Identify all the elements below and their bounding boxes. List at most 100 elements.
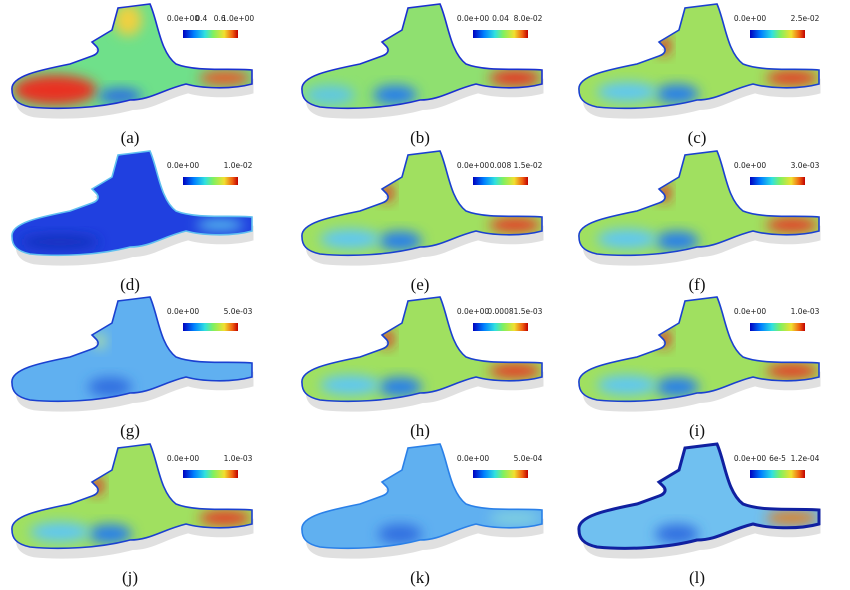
colorbar-tick: 8.0e-02: [514, 14, 543, 23]
colorbar-tick: 2.5e-02: [791, 14, 820, 23]
colorbar-tick: 6e-5: [769, 454, 786, 463]
hotspot: [20, 234, 100, 250]
hotspot: [378, 231, 422, 251]
panel-label: (b): [410, 128, 430, 147]
colorbar-tick: 3.0e-03: [791, 161, 820, 170]
panel: 0.0e+00 3.0e-03 (f): [578, 150, 821, 294]
hotspot: [766, 71, 818, 85]
vessel-fill: [578, 4, 819, 109]
colorbar: [473, 470, 528, 478]
colorbar-tick: 1.2e-04: [791, 454, 820, 463]
hotspot: [597, 229, 657, 249]
colorbar: [473, 177, 528, 185]
contour: [11, 151, 252, 256]
vessel-fill: [301, 297, 542, 402]
vessel-edge: [301, 3, 543, 110]
hotspot: [655, 377, 699, 397]
colorbar: [183, 177, 238, 185]
vessel-edge: [11, 443, 253, 550]
colorbar-tick: 1.0e-03: [791, 307, 820, 316]
panel: 0.0e+000.0008 1.5e-03 (h): [301, 296, 544, 440]
hotspot: [766, 364, 818, 378]
colorbar-tick: 0.0008: [487, 307, 513, 316]
contour: [578, 151, 819, 256]
vessel-fill: [578, 297, 819, 402]
vessel-fill: [11, 444, 252, 549]
colorbar-tick: 5.0e-03: [224, 307, 253, 316]
hotspot: [373, 85, 417, 105]
colorbar-tick: 0.6: [214, 14, 226, 23]
colorbar-tick: 1.0e-03: [224, 454, 253, 463]
colorbar: [750, 470, 805, 478]
hotspot: [320, 229, 380, 249]
vessel-edge: [11, 296, 253, 403]
hotspot: [489, 218, 541, 232]
hotspot: [199, 511, 251, 525]
vessel-fill: [301, 151, 542, 256]
hotspot: [655, 231, 699, 251]
vessel-fill: [11, 297, 252, 402]
vessel-edge: [578, 150, 820, 257]
vessel-edge: [301, 150, 543, 257]
contour: [578, 444, 819, 549]
hotspot: [378, 377, 422, 397]
panel-label: (j): [122, 568, 138, 587]
hotspot: [13, 75, 97, 105]
colorbar-tick: 0.0e+00: [734, 161, 767, 170]
panel-label: (i): [689, 421, 705, 440]
panel: 0.0e+00 6e-5 1.2e-04 (l): [577, 442, 821, 587]
vessel-edge: [301, 443, 543, 550]
hotspot: [655, 524, 699, 544]
panel: 0.0e+00 5.0e-03 (g): [11, 296, 254, 440]
colorbar-tick: 0.0e+00: [167, 307, 200, 316]
colorbar-tick: 0.008: [490, 161, 512, 170]
vessel-fill: [578, 151, 819, 256]
panel-label: (e): [411, 275, 430, 294]
hotspot: [489, 364, 541, 378]
hotspot: [655, 84, 699, 104]
panel-label: (c): [688, 128, 707, 147]
contour: [578, 4, 819, 109]
hotspot: [766, 511, 818, 525]
contour: [301, 444, 542, 549]
panel-label: (k): [410, 568, 430, 587]
panel-label: (f): [689, 275, 706, 294]
colorbar-tick: 0.0e+00: [167, 14, 200, 23]
vessel-edge: [301, 296, 543, 403]
hotspot: [196, 220, 244, 230]
colorbar-tick: 0.0e+00: [457, 161, 490, 170]
colorbar-tick: 1.0e-02: [224, 161, 253, 170]
hotspot: [378, 524, 422, 544]
hotspot: [489, 70, 541, 86]
vessel-fill: [301, 444, 542, 549]
colorbar-tick: 5.0e-04: [514, 454, 543, 463]
hotspot: [597, 375, 657, 395]
colorbar-tick: 0.04: [492, 14, 509, 23]
colorbar-tick: 0.0e+00: [457, 307, 490, 316]
vessel-fill: [578, 444, 819, 549]
vessel-edge: [11, 150, 253, 257]
panel-label: (d): [120, 275, 140, 294]
colorbar-tick: 0.0e+00: [167, 454, 200, 463]
hotspot: [766, 218, 818, 232]
panel-label: (h): [410, 421, 430, 440]
panel-label: (g): [120, 421, 140, 440]
colorbar-tick: 0.0e+00: [457, 454, 490, 463]
colorbar-tick: 1.5e-03: [514, 307, 543, 316]
panel: 0.0e+00 5.0e-04 (k): [301, 443, 544, 587]
colorbar-tick: 1.0e+00: [222, 14, 255, 23]
panel: 0.0e+000.4 0.61.0e+00 (a): [11, 3, 255, 147]
colorbar: [183, 470, 238, 478]
panel: 0.0e+00 1.0e-03 (i): [578, 296, 821, 440]
hotspot: [305, 85, 355, 105]
colorbar-tick: 0.0e+00: [734, 14, 767, 23]
colorbar-tick: 0.0e+00: [734, 454, 767, 463]
colorbar: [750, 323, 805, 331]
contour: [11, 4, 253, 109]
panel-label: (a): [121, 128, 140, 147]
hotspot: [114, 4, 142, 36]
panel: 0.0e+00 1.0e-02 (d): [11, 150, 254, 294]
hotspot: [597, 82, 657, 102]
hotspot: [30, 522, 90, 542]
